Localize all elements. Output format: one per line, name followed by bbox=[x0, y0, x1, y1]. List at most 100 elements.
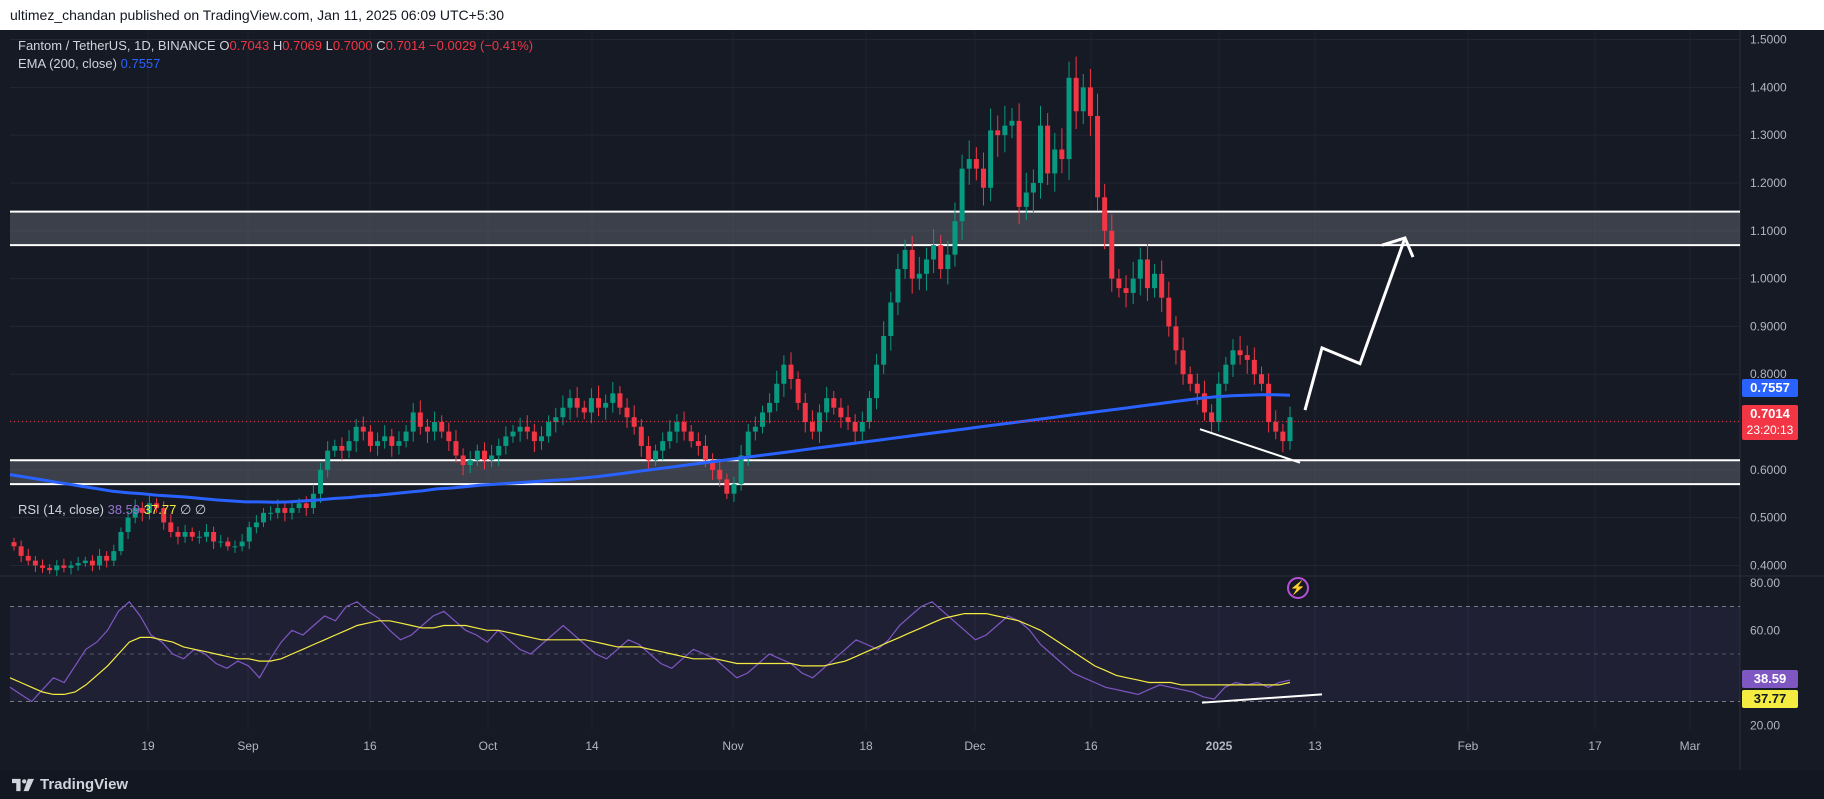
candle-body bbox=[596, 398, 602, 408]
candle-body bbox=[403, 431, 409, 442]
candle-body bbox=[11, 542, 17, 547]
candle-body bbox=[1116, 278, 1122, 289]
open-value: 0.7043 bbox=[229, 38, 270, 53]
candle-body bbox=[268, 512, 274, 514]
candle-body bbox=[717, 469, 723, 480]
price-tick-label: 0.9000 bbox=[1750, 319, 1787, 333]
candle-body bbox=[546, 422, 552, 437]
rsi-label: RSI (14, close) bbox=[18, 502, 104, 517]
time-tick-label: Mar bbox=[1680, 739, 1701, 753]
candle-body bbox=[916, 273, 922, 279]
time-tick-label: Feb bbox=[1458, 739, 1479, 753]
lightning-icon[interactable]: ⚡ bbox=[1287, 577, 1309, 599]
candle-body bbox=[824, 398, 830, 413]
candle-body bbox=[25, 555, 31, 561]
change-value: −0.0029 (−0.41%) bbox=[429, 38, 534, 53]
ema-price-tag-text: 0.7557 bbox=[1750, 380, 1790, 395]
candle-body bbox=[18, 546, 24, 556]
price-tick-label: 0.4000 bbox=[1750, 558, 1787, 572]
candle-body bbox=[1173, 326, 1179, 351]
candle-body bbox=[154, 503, 160, 509]
candle-body bbox=[239, 541, 245, 547]
candle-body bbox=[973, 159, 979, 169]
candle-body bbox=[1180, 350, 1186, 375]
candle-body bbox=[1244, 355, 1250, 360]
candle-body bbox=[1144, 259, 1150, 289]
candle-body bbox=[959, 168, 965, 222]
candle-body bbox=[560, 407, 566, 418]
candle-body bbox=[653, 450, 659, 461]
candle-body bbox=[289, 508, 295, 513]
price-tick-label: 1.1000 bbox=[1750, 224, 1787, 238]
rsi-tick-label: 20.00 bbox=[1750, 718, 1780, 732]
candle-body bbox=[1002, 125, 1008, 136]
rsi-tick-label: 80.00 bbox=[1750, 576, 1780, 590]
tradingview-logo-icon bbox=[12, 778, 34, 791]
candle-body bbox=[1251, 359, 1257, 375]
candle-body bbox=[581, 407, 587, 413]
candle-body bbox=[588, 398, 594, 413]
candle-body bbox=[396, 441, 402, 446]
candle-body bbox=[1287, 417, 1293, 442]
candle-body bbox=[89, 560, 95, 566]
candle-body bbox=[938, 245, 944, 270]
ema-label: EMA (200, close) bbox=[18, 56, 117, 71]
candle-body bbox=[838, 407, 844, 418]
candle-body bbox=[146, 503, 152, 513]
rsi-price-tag: 38.59 bbox=[1742, 670, 1798, 688]
candle-body bbox=[253, 522, 259, 528]
projection-arrow bbox=[1303, 237, 1407, 411]
rsi-ma-line bbox=[9, 612, 1291, 696]
rsi-price-tag-text: 38.59 bbox=[1753, 671, 1787, 686]
candle-body bbox=[610, 393, 616, 403]
candle-body bbox=[189, 531, 195, 537]
ema-legend: EMA (200, close) 0.7557 bbox=[18, 56, 160, 71]
candle-body bbox=[902, 249, 908, 270]
candle-body bbox=[817, 412, 823, 432]
brand-name: TradingView bbox=[40, 776, 129, 793]
candle-body bbox=[710, 460, 716, 470]
candle-body bbox=[218, 541, 224, 543]
rsi-value: 38.59 bbox=[107, 502, 141, 517]
close-label: C bbox=[376, 38, 386, 53]
candle-body bbox=[795, 378, 801, 403]
price-tick-label: 0.8000 bbox=[1750, 367, 1787, 381]
chart-svg[interactable]: 1.5000 1.4000 1.3000 1.2000 1.1000 1.0000 0.90… bbox=[0, 30, 1824, 770]
support-resistance-zone bbox=[10, 211, 1740, 246]
price-tick-label: 0.5000 bbox=[1750, 511, 1787, 525]
time-tick-label: 17 bbox=[1588, 739, 1602, 753]
candle-body bbox=[980, 168, 986, 188]
attribution-text: ultimez_chandan published on TradingView… bbox=[10, 7, 505, 23]
candle-body bbox=[40, 565, 46, 568]
candle-body bbox=[1166, 297, 1172, 327]
candle-body bbox=[1152, 273, 1158, 289]
candle-body bbox=[1266, 383, 1272, 423]
time-tick-label: 16 bbox=[1084, 739, 1098, 753]
candle-body bbox=[759, 412, 765, 427]
candle-body bbox=[752, 426, 758, 432]
candle-body bbox=[767, 402, 773, 413]
candle-body bbox=[909, 249, 915, 279]
candle-body bbox=[881, 335, 887, 365]
rsi-ma-price-tag: 37.77 bbox=[1742, 690, 1798, 708]
candle-body bbox=[724, 479, 730, 494]
candle-body bbox=[1216, 383, 1222, 423]
candle-body bbox=[318, 469, 324, 494]
candle-body bbox=[467, 460, 473, 466]
time-tick-label: Sep bbox=[237, 739, 259, 753]
ema-price-tag: 0.7557 bbox=[1742, 379, 1798, 397]
candle-body bbox=[617, 393, 623, 408]
time-tick-label: 19 bbox=[141, 739, 155, 753]
candle-body bbox=[1095, 116, 1101, 198]
candle-body bbox=[225, 541, 231, 547]
candle-body bbox=[503, 436, 509, 446]
price-tick-label: 1.3000 bbox=[1750, 128, 1787, 142]
candle-body bbox=[1123, 288, 1129, 293]
candle-body bbox=[446, 431, 452, 442]
candle-body bbox=[567, 398, 573, 408]
candle-body bbox=[667, 431, 673, 442]
candle-body bbox=[168, 522, 174, 532]
candle-body bbox=[731, 484, 737, 494]
candle-body bbox=[995, 130, 1001, 136]
chart-area[interactable]: 1.5000 1.4000 1.3000 1.2000 1.1000 1.0000 0.90… bbox=[0, 30, 1824, 770]
